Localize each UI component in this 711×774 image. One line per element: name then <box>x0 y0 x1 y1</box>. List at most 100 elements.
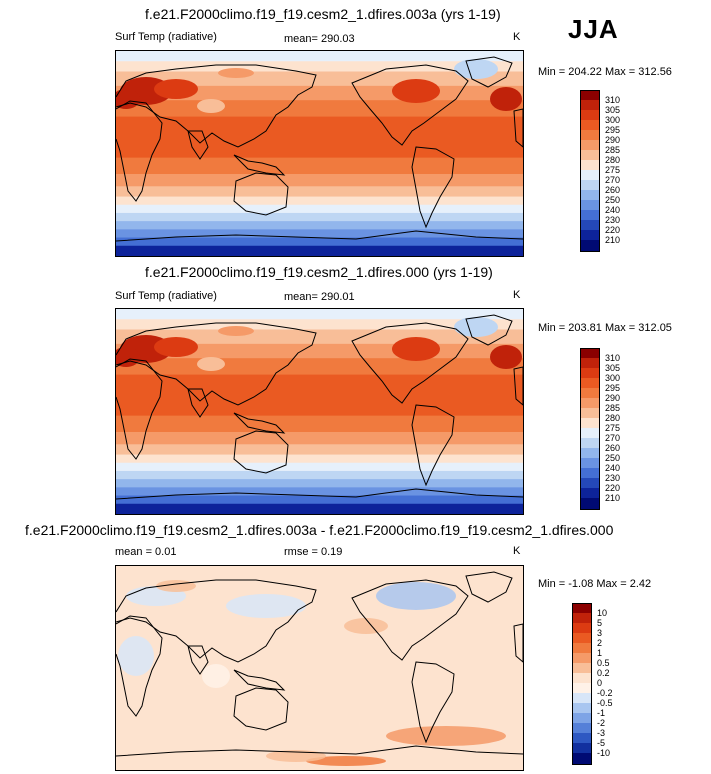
panel1-mean: mean= 290.03 <box>284 33 355 45</box>
colorbar-label: 270 <box>605 432 621 443</box>
colorbar-label: 295 <box>605 382 621 393</box>
colorbar-swatch <box>572 623 592 634</box>
coastline <box>187 388 209 418</box>
map-field-band <box>116 51 523 62</box>
colorbar-swatch <box>580 468 600 479</box>
map-field-band <box>116 415 523 433</box>
coastline <box>513 623 523 663</box>
colorbar-swatch <box>580 438 600 449</box>
map-field-band <box>116 487 523 497</box>
colorbar-swatch <box>580 428 600 439</box>
coastline <box>465 314 513 346</box>
map-field-patch <box>454 59 498 79</box>
colorbar-label: 0 <box>597 677 603 688</box>
coastline <box>187 645 209 675</box>
colorbar-label: 310 <box>605 352 621 363</box>
colorbar-label: -0.5 <box>597 697 613 708</box>
colorbar-swatch <box>580 160 600 171</box>
map-field-patch <box>202 664 230 688</box>
colorbar-swatch <box>580 348 600 360</box>
season-label: JJA <box>568 14 619 44</box>
map-field-patch <box>226 594 306 618</box>
map-field-band <box>116 503 523 514</box>
panel3-mean: mean = 0.01 <box>115 546 177 558</box>
panel2-variable: Surf Temp (radiative) <box>115 290 217 302</box>
colorbar-label: 290 <box>605 392 621 403</box>
colorbar-swatch <box>580 130 600 141</box>
coastline <box>116 64 317 148</box>
colorbar-label: 275 <box>605 422 621 433</box>
colorbar-label: 240 <box>605 462 621 473</box>
colorbar-label: 280 <box>605 154 621 165</box>
colorbar-swatch <box>580 170 600 181</box>
map-field-band <box>116 454 523 464</box>
colorbar-label: 210 <box>605 492 621 503</box>
map-field-band <box>116 61 523 73</box>
colorbar-swatch <box>580 448 600 459</box>
map-field-band <box>116 319 523 331</box>
panel2-mean: mean= 290.01 <box>284 291 355 303</box>
coastline <box>116 322 317 406</box>
coastline <box>233 687 289 731</box>
coastline <box>351 322 469 404</box>
colorbar-swatch <box>580 488 600 499</box>
colorbar-swatch <box>580 120 600 131</box>
coastline <box>411 404 455 487</box>
panel2-map <box>115 308 524 515</box>
colorbar-label: 310 <box>605 94 621 105</box>
colorbar-swatch <box>580 200 600 211</box>
colorbar-swatch <box>572 643 592 654</box>
map-field-band <box>116 229 523 239</box>
coastline <box>411 661 455 744</box>
panel3-map-svg <box>116 566 523 770</box>
colorbar-swatch <box>580 388 600 399</box>
colorbar-label: 1 <box>597 647 603 658</box>
colorbar-label: -3 <box>597 727 606 738</box>
map-field-patch <box>386 726 506 746</box>
map-field-patch <box>344 618 388 634</box>
panel2-minmax: Min = 203.81 Max = 312.05 <box>538 322 672 334</box>
map-field-band <box>116 444 523 456</box>
colorbar-label: 280 <box>605 412 621 423</box>
colorbar-label: 275 <box>605 164 621 175</box>
map-field-band <box>116 462 523 472</box>
colorbar-swatch <box>572 733 592 744</box>
map-field-band <box>116 204 523 214</box>
colorbar-label: 285 <box>605 402 621 413</box>
colorbar-swatch <box>572 723 592 734</box>
panel2-units: K <box>513 289 521 301</box>
colorbar-label: 250 <box>605 194 621 205</box>
colorbar-swatch <box>580 210 600 221</box>
colorbar-swatch <box>580 180 600 191</box>
colorbar-label: 210 <box>605 234 621 245</box>
colorbar-swatch <box>580 190 600 201</box>
coastline <box>411 146 455 229</box>
coastline <box>465 56 513 88</box>
map-field-band <box>116 157 523 175</box>
colorbar-label: 230 <box>605 214 621 225</box>
map-field-patch <box>154 79 198 99</box>
colorbar-label: -5 <box>597 737 606 748</box>
panel1-map-svg <box>116 51 523 256</box>
panel3-units: K <box>513 545 521 557</box>
map-field-patch <box>392 337 440 361</box>
colorbar-swatch <box>572 713 592 724</box>
colorbar-swatch <box>580 220 600 231</box>
coastline <box>116 230 523 242</box>
colorbar-swatch <box>580 498 600 510</box>
coastline <box>351 579 469 661</box>
panel3-map <box>115 565 524 771</box>
coastline <box>116 615 163 717</box>
coastline <box>116 100 163 202</box>
colorbar-label: 10 <box>597 607 608 618</box>
colorbar-label: 0.2 <box>597 667 610 678</box>
panel3-minmax: Min = -1.08 Max = 2.42 <box>538 578 652 590</box>
map-field-band <box>116 221 523 230</box>
colorbar-swatch <box>572 633 592 644</box>
panel1-title: f.e21.F2000climo.f19_f19.cesm2_1.dfires.… <box>145 6 501 22</box>
colorbar-label: 290 <box>605 134 621 145</box>
colorbar-label: -1 <box>597 707 606 718</box>
colorbar-swatch <box>572 663 592 674</box>
colorbar-label: 295 <box>605 124 621 135</box>
map-field-patch <box>118 636 154 676</box>
